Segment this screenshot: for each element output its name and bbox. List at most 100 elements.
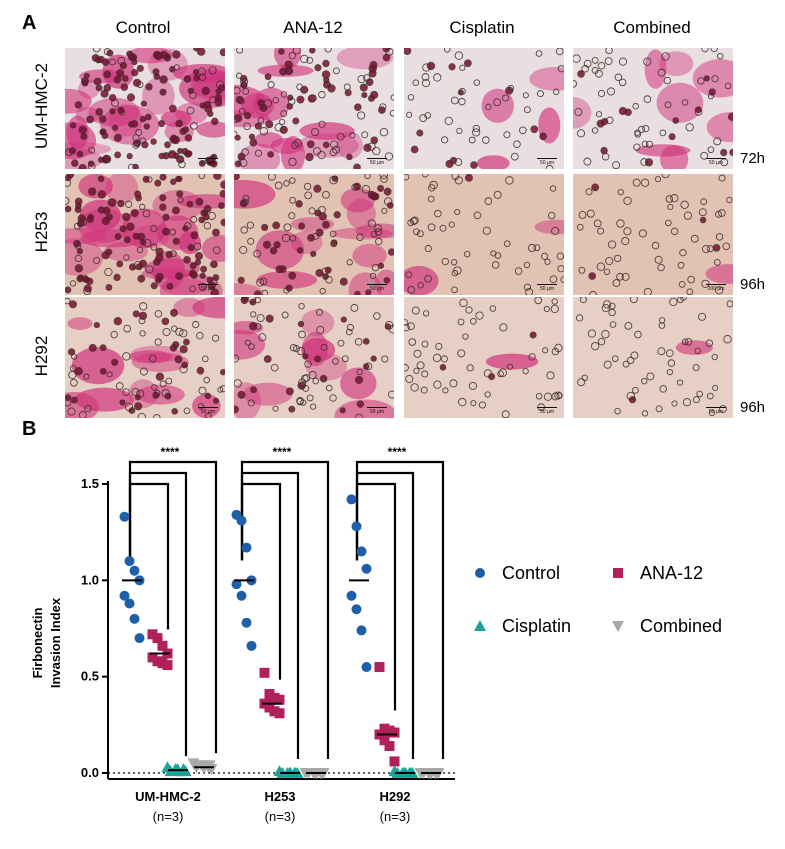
cell	[643, 95, 652, 104]
cell	[408, 338, 417, 346]
cell	[641, 377, 648, 385]
cell	[614, 407, 621, 415]
cell	[551, 298, 558, 305]
data-point-control	[236, 590, 247, 601]
cell	[484, 197, 493, 206]
cell	[633, 143, 641, 151]
significance-bracket	[128, 460, 218, 754]
scale-bar: 50 µm	[703, 158, 729, 166]
stain-patch	[160, 110, 192, 128]
cell	[174, 355, 183, 364]
cell	[123, 324, 132, 333]
cell	[677, 261, 685, 269]
cell	[690, 234, 699, 243]
cell	[101, 251, 110, 260]
stain-patch	[656, 82, 704, 123]
scale-bar: 50 µm	[195, 158, 221, 166]
cell	[640, 178, 650, 188]
data-point-ana-12	[389, 756, 400, 767]
cell	[296, 247, 304, 254]
cell	[542, 347, 549, 354]
cell	[314, 355, 322, 363]
micrograph-0-0: 50 µm	[65, 48, 225, 169]
cell	[234, 114, 243, 123]
cell	[175, 272, 183, 281]
cell	[257, 117, 265, 124]
cell	[203, 221, 212, 230]
cell	[597, 227, 605, 235]
cell	[596, 262, 606, 271]
cell	[242, 194, 250, 202]
data-point-control	[356, 546, 367, 557]
significance-stars: ****	[161, 445, 180, 459]
cell	[119, 399, 126, 406]
cell	[172, 50, 181, 59]
cell	[696, 390, 703, 398]
cell	[198, 216, 206, 224]
cell	[259, 103, 268, 112]
cell	[390, 94, 394, 101]
cell	[116, 69, 125, 78]
cell	[74, 254, 83, 263]
cell	[707, 93, 715, 100]
cell	[126, 93, 136, 102]
cell	[244, 339, 251, 346]
cell	[389, 109, 394, 117]
cell	[421, 370, 429, 378]
cell	[113, 317, 123, 326]
cell	[190, 122, 198, 130]
cell	[83, 284, 92, 293]
cell	[651, 241, 660, 250]
cell	[148, 354, 157, 363]
cell	[410, 145, 419, 154]
cell	[718, 209, 726, 217]
cell	[80, 133, 88, 140]
data-point-control	[119, 590, 130, 601]
cell	[424, 244, 432, 253]
cell	[169, 65, 176, 73]
cell	[589, 290, 597, 295]
cell	[489, 305, 497, 312]
cell	[204, 392, 212, 400]
cell	[448, 221, 455, 228]
cell	[201, 86, 210, 96]
cell	[196, 331, 204, 340]
cell	[346, 259, 353, 266]
cell	[215, 80, 225, 89]
cell	[154, 338, 162, 346]
cell	[439, 224, 447, 232]
cell	[105, 284, 113, 291]
scale-bar-label: 50 µm	[370, 409, 384, 415]
cell	[699, 216, 707, 224]
cell	[692, 364, 700, 372]
cell	[200, 265, 208, 273]
cell	[144, 113, 152, 121]
cell	[522, 92, 529, 99]
data-point-control	[236, 515, 247, 526]
cell	[212, 228, 220, 237]
cell	[300, 54, 309, 64]
cell	[641, 410, 649, 417]
cell	[198, 174, 206, 179]
cell	[158, 120, 166, 128]
cell	[606, 87, 616, 96]
cell	[194, 252, 204, 261]
cell	[205, 412, 212, 418]
cell	[519, 126, 527, 135]
cell	[132, 141, 140, 149]
cell	[88, 187, 97, 196]
cell	[179, 329, 188, 338]
cell	[132, 310, 140, 318]
cell	[122, 212, 131, 222]
cell	[171, 407, 179, 415]
cell	[69, 280, 77, 287]
cell	[344, 89, 352, 97]
cell	[407, 94, 415, 101]
cell	[69, 300, 77, 309]
cell	[155, 372, 165, 381]
cell	[298, 222, 306, 230]
cell	[416, 230, 424, 238]
cell	[309, 48, 316, 54]
cell	[123, 254, 130, 261]
cell	[97, 175, 105, 183]
